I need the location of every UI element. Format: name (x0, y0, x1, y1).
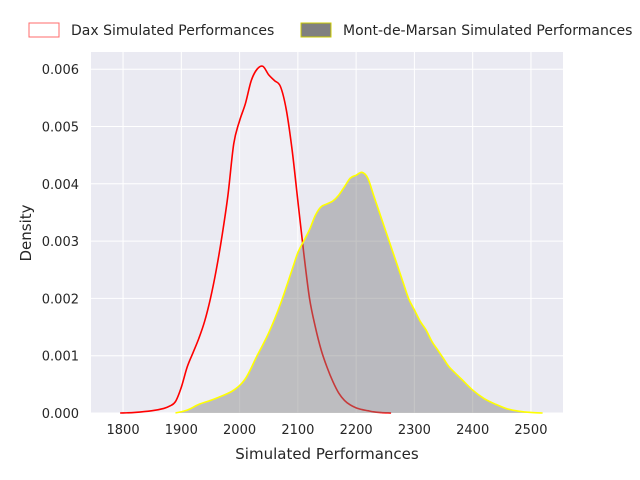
legend: Dax Simulated Performances Mont-de-Marsa… (28, 22, 632, 39)
x-tick-label: 2400 (456, 423, 489, 438)
density-area-mont-de-marsan (175, 172, 543, 413)
x-tick-label: 2100 (281, 423, 314, 438)
grid-lines (91, 52, 563, 414)
density-curve-dax (120, 65, 392, 414)
y-axis-title: Density (17, 204, 35, 261)
y-tick-label: 0.006 (42, 63, 79, 78)
legend-label-mont-de-marsan: Mont-de-Marsan Simulated Performances (343, 23, 632, 39)
density-area-dax (120, 66, 392, 414)
y-tick-labels: 0.000 0.001 0.002 0.003 0.004 0.005 0.006 (42, 63, 79, 422)
x-tick-label: 1900 (165, 423, 198, 438)
y-tick-label: 0.003 (42, 235, 79, 250)
y-tick-label: 0.004 (42, 178, 79, 193)
y-tick-label: 0.005 (42, 120, 79, 135)
y-tick-label: 0.000 (42, 407, 79, 422)
x-tick-label: 2300 (398, 423, 431, 438)
x-tick-label: 2500 (514, 423, 547, 438)
y-tick-label: 0.002 (42, 292, 79, 307)
legend-swatch-dax (28, 22, 60, 38)
x-tick-label: 2200 (340, 423, 373, 438)
x-axis-title: Simulated Performances (235, 445, 419, 463)
series-layer (120, 65, 543, 414)
legend-label-dax: Dax Simulated Performances (71, 23, 274, 39)
y-tick-label: 0.001 (42, 350, 79, 365)
x-tick-label: 2000 (223, 423, 256, 438)
x-tick-labels: 1800 1900 2000 2100 2200 2300 2400 2500 (107, 423, 548, 438)
density-curve-mont-de-marsan (175, 171, 543, 414)
plot-area (91, 52, 563, 413)
x-tick-label: 1800 (107, 423, 140, 438)
legend-swatch-mont-de-marsan (300, 22, 332, 38)
